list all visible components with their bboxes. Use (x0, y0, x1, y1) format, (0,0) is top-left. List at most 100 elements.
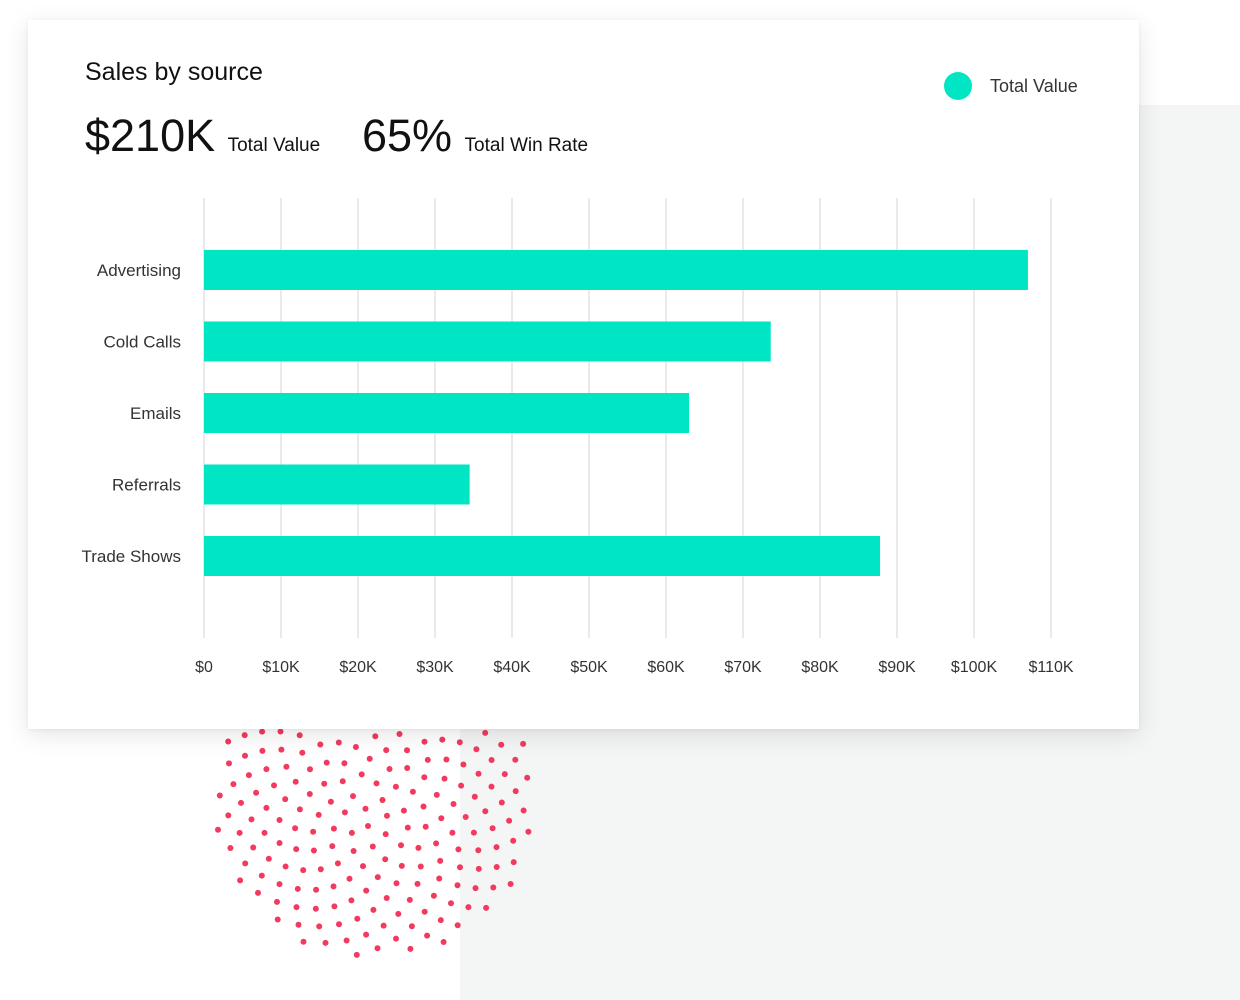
decorative-dot (433, 840, 440, 847)
decorative-dot (454, 922, 461, 929)
decorative-dot (334, 860, 341, 867)
decorative-dot (307, 766, 313, 773)
decorative-dot (292, 825, 299, 832)
decorative-dot (271, 782, 277, 789)
decorative-dot (215, 826, 221, 833)
decorative-dot (436, 875, 443, 882)
decorative-dot (382, 856, 389, 863)
bar (204, 536, 881, 576)
decorative-dot (448, 900, 454, 907)
decorative-dot (250, 844, 257, 851)
decorative-dot (296, 732, 303, 739)
decorative-dot (421, 774, 428, 781)
decorative-dot (430, 892, 437, 899)
decorative-dot (352, 744, 359, 750)
decorative-dot (498, 741, 505, 748)
decorative-dot (392, 783, 399, 790)
decorative-dot (450, 801, 457, 807)
decorative-dot (348, 829, 355, 836)
x-tick-label: $0 (195, 659, 213, 676)
decorative-dot (282, 863, 289, 870)
decorative-dot (299, 749, 306, 756)
decorative-dot (354, 915, 361, 922)
decorative-dot (458, 782, 465, 789)
decorative-dot (440, 939, 447, 945)
decorative-dot (363, 887, 370, 894)
decorative-dot (263, 766, 270, 773)
category-label: Trade Shows (81, 547, 181, 566)
decorative-dot (277, 728, 284, 735)
decorative-dot (330, 825, 337, 832)
decorative-dot (230, 781, 237, 788)
decorative-dot (490, 884, 497, 891)
decorative-dot (283, 763, 290, 770)
decorative-dot (310, 828, 317, 835)
decorative-dot (261, 829, 268, 836)
decorative-dot (263, 804, 270, 811)
legend-swatch-icon (944, 72, 972, 100)
decorative-dot (462, 814, 469, 820)
decorative-dot (348, 897, 355, 904)
decorative-dot (225, 738, 232, 745)
decorative-dot (323, 759, 330, 766)
decorative-dot (475, 847, 482, 854)
decorative-dot (293, 904, 300, 911)
decorative-dot (422, 823, 429, 830)
decorative-dot (238, 799, 244, 806)
decorative-dot (242, 752, 248, 759)
decorative-dot (488, 757, 495, 763)
decorative-dot (363, 931, 370, 938)
decorative-dot (336, 921, 342, 928)
decorative-dot (475, 865, 482, 872)
decorative-dot (245, 772, 252, 779)
decorative-dot (507, 881, 514, 887)
decorative-dot (409, 788, 416, 795)
decorative-dot (226, 760, 232, 767)
category-label: Emails (130, 404, 181, 423)
decorative-dot (329, 843, 336, 850)
decorative-dot (341, 809, 348, 816)
decorative-dot (439, 736, 446, 743)
decorative-dot (455, 846, 462, 853)
decorative-dot (437, 917, 444, 924)
decorative-dot (520, 740, 527, 747)
decorative-dot (400, 807, 407, 814)
decorative-dot (441, 775, 448, 782)
decorative-dot (472, 885, 479, 892)
decorative-dot (370, 906, 377, 913)
decorative-dot (274, 916, 281, 923)
decorative-dot (236, 829, 243, 836)
decorative-dot (525, 828, 532, 835)
decorative-dot (292, 778, 299, 785)
decorative-dot (379, 797, 386, 803)
decorative-dot (471, 793, 478, 800)
decorative-dot (225, 812, 232, 819)
decorative-dot (346, 875, 353, 882)
decorative-dot (383, 747, 390, 754)
chart-legend: Total Value (944, 72, 1078, 100)
decorative-dot (369, 843, 376, 850)
kpi-win-rate: 65% Total Win Rate (362, 108, 588, 164)
decorative-dot (227, 845, 234, 851)
decorative-dot (365, 823, 371, 829)
decorative-dot (524, 774, 531, 781)
decorative-dot (331, 903, 338, 910)
bar (204, 321, 771, 362)
kpi-win-rate-label: Total Win Rate (464, 135, 589, 156)
decorative-dot (443, 756, 450, 763)
decorative-dot (408, 923, 415, 930)
decorative-dot (258, 872, 265, 879)
decorative-dot (386, 766, 393, 772)
x-tick-label: $100K (951, 659, 998, 676)
decorative-dot (350, 793, 356, 800)
category-label: Advertising (97, 261, 181, 280)
decorative-dot (317, 866, 324, 873)
decorative-dot (493, 844, 500, 851)
decorative-dot (512, 756, 519, 763)
x-tick-label: $110K (1028, 659, 1073, 676)
decorative-dot (501, 771, 508, 778)
decorative-dot (366, 755, 373, 762)
decorative-dot (276, 840, 283, 846)
decorative-dot (313, 886, 320, 893)
